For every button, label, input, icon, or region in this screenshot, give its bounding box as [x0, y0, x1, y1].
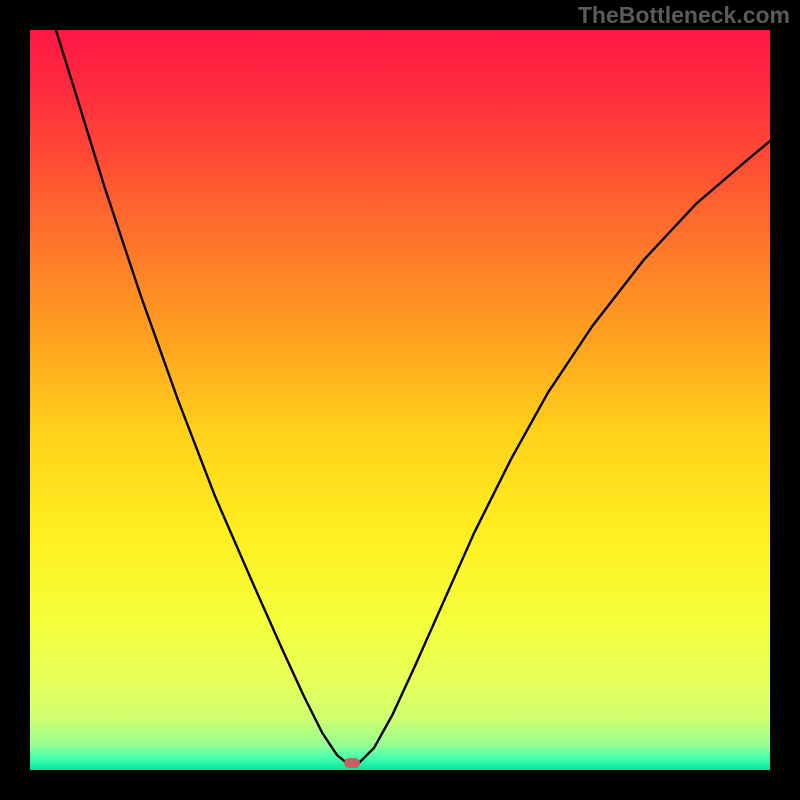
- plot-area: [30, 30, 770, 770]
- watermark-text: TheBottleneck.com: [578, 2, 790, 29]
- optimal-point-marker: [344, 758, 360, 768]
- bottleneck-curve: [30, 30, 770, 770]
